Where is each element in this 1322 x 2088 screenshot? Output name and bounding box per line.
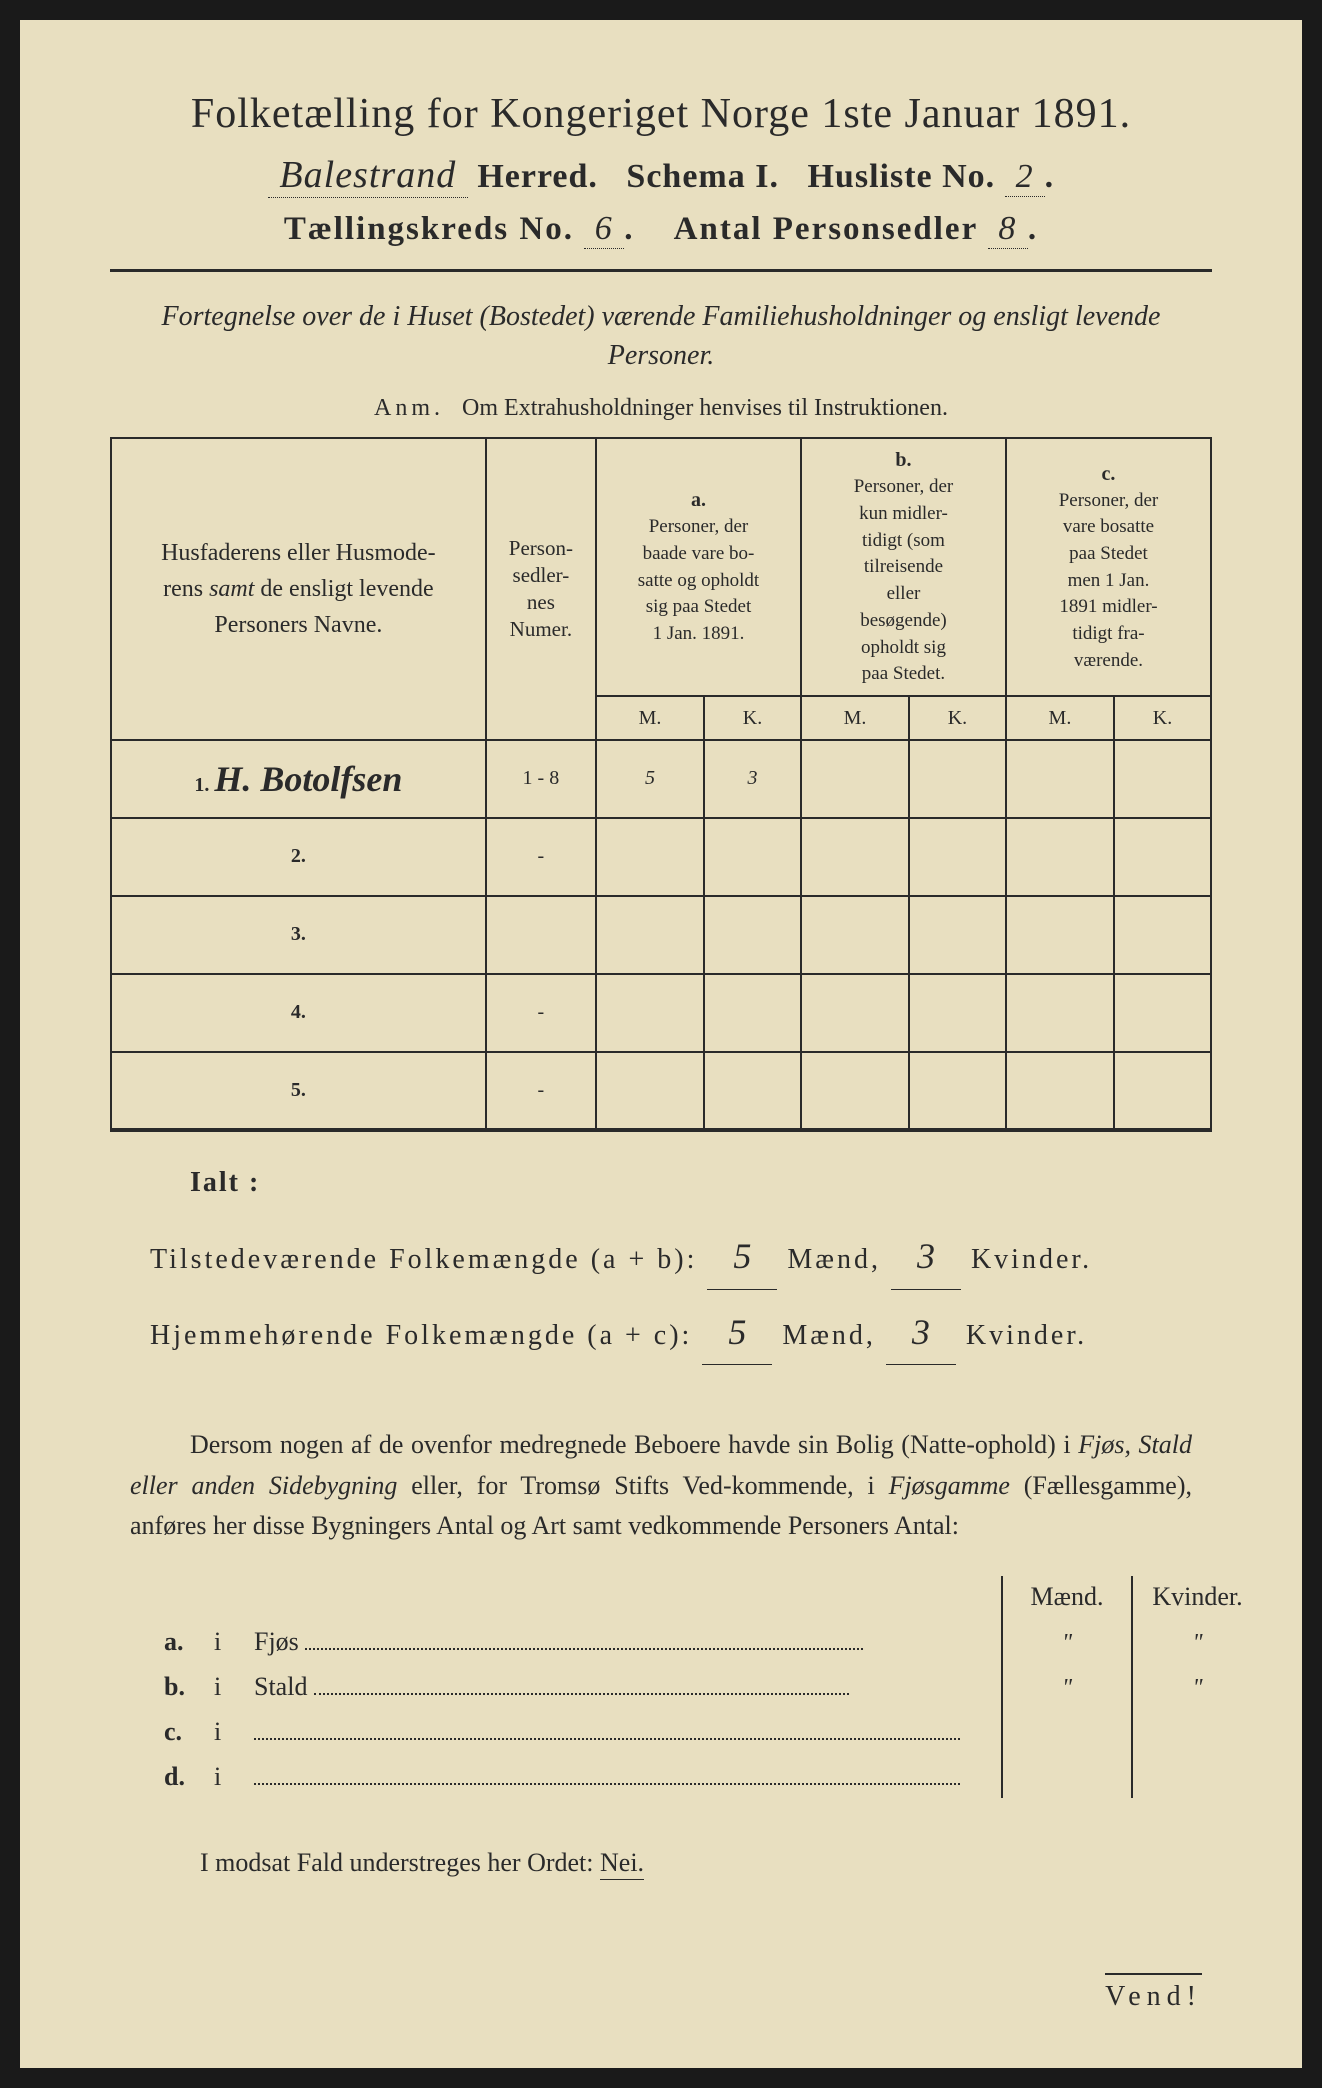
col-header-c: c. Personer, dervare bosattepaa Stedetme… <box>1006 438 1211 696</box>
anm-label: Anm. <box>374 395 444 421</box>
husliste-label: Husliste No. <box>807 158 995 195</box>
table-row: 5. - <box>111 1052 1211 1130</box>
dersom-paragraph: Dersom nogen af de ovenfor medregnede Be… <box>130 1425 1192 1546</box>
fortegnelse-text: Fortegnelse over de i Huset (Bostedet) v… <box>150 297 1172 375</box>
sub-a-m: M. <box>596 696 704 740</box>
side-table: Mænd. Kvinder. a. i Fjøs " " b. i Stald … <box>160 1576 1262 1798</box>
table-row: 3. <box>111 896 1211 974</box>
col-header-b: b. Personer, derkun midler-tidigt (somti… <box>801 438 1006 696</box>
table-row: 1. H. Botolfsen 1 - 8 5 3 <box>111 740 1211 818</box>
sub-c-m: M. <box>1006 696 1114 740</box>
herred-value: Balestrand <box>268 153 468 198</box>
antal-label: Antal Personsedler <box>674 211 978 247</box>
side-row: d. i <box>160 1753 1262 1798</box>
total-ab-m: 5 <box>707 1224 777 1290</box>
sub-b-k: K. <box>909 696 1006 740</box>
totals-line-1: Tilstedeværende Folkemængde (a + b): 5 M… <box>150 1224 1212 1290</box>
col-header-numer: Person-sedler-nesNumer. <box>486 438 596 740</box>
ialt-label: Ialt : <box>190 1167 1212 1199</box>
sub-a-k: K. <box>704 696 801 740</box>
side-row: b. i Stald " " <box>160 1663 1262 1708</box>
total-ac-k: 3 <box>886 1300 956 1366</box>
side-row: a. i Fjøs " " <box>160 1618 1262 1663</box>
totals-line-2: Hjemmehørende Folkemængde (a + c): 5 Mæn… <box>150 1300 1212 1366</box>
herred-label: Herred. <box>477 158 598 195</box>
sub-c-k: K. <box>1114 696 1211 740</box>
modsat-line: I modsat Fald understreges her Ordet: Ne… <box>200 1848 1212 1878</box>
divider-1 <box>110 269 1212 272</box>
anm-line: Anm. Om Extrahusholdninger henvises til … <box>110 395 1212 422</box>
col-header-name: Husfaderens eller Husmode-rens samt de e… <box>111 438 486 740</box>
schema-label: Schema I. <box>626 158 779 195</box>
table-row: 4. - <box>111 974 1211 1052</box>
antal-value: 8 <box>988 210 1028 249</box>
kreds-label: Tællingskreds No. <box>284 211 574 247</box>
total-ac-m: 5 <box>702 1300 772 1366</box>
nei-word: Nei. <box>600 1848 644 1880</box>
main-title: Folketælling for Kongeriget Norge 1ste J… <box>110 90 1212 138</box>
census-form-page: Folketælling for Kongeriget Norge 1ste J… <box>20 20 1302 2068</box>
main-table: Husfaderens eller Husmode-rens samt de e… <box>110 437 1212 1132</box>
kreds-value: 6 <box>584 210 624 249</box>
header-line-2: Balestrand Herred. Schema I. Husliste No… <box>110 153 1212 198</box>
sub-b-m: M. <box>801 696 909 740</box>
husliste-value: 2 <box>1005 158 1045 197</box>
table-row: 2. - <box>111 818 1211 896</box>
vend-label: Vend! <box>1105 1973 1202 2013</box>
col-header-a: a. Personer, derbaade vare bo-satte og o… <box>596 438 801 696</box>
total-ab-k: 3 <box>891 1224 961 1290</box>
header-line-3: Tællingskreds No. 6. Antal Personsedler … <box>110 210 1212 249</box>
side-row: c. i <box>160 1708 1262 1753</box>
side-head-k: Kvinder. <box>1132 1576 1262 1618</box>
anm-text: Om Extrahusholdninger henvises til Instr… <box>462 395 948 421</box>
side-head-m: Mænd. <box>1002 1576 1132 1618</box>
